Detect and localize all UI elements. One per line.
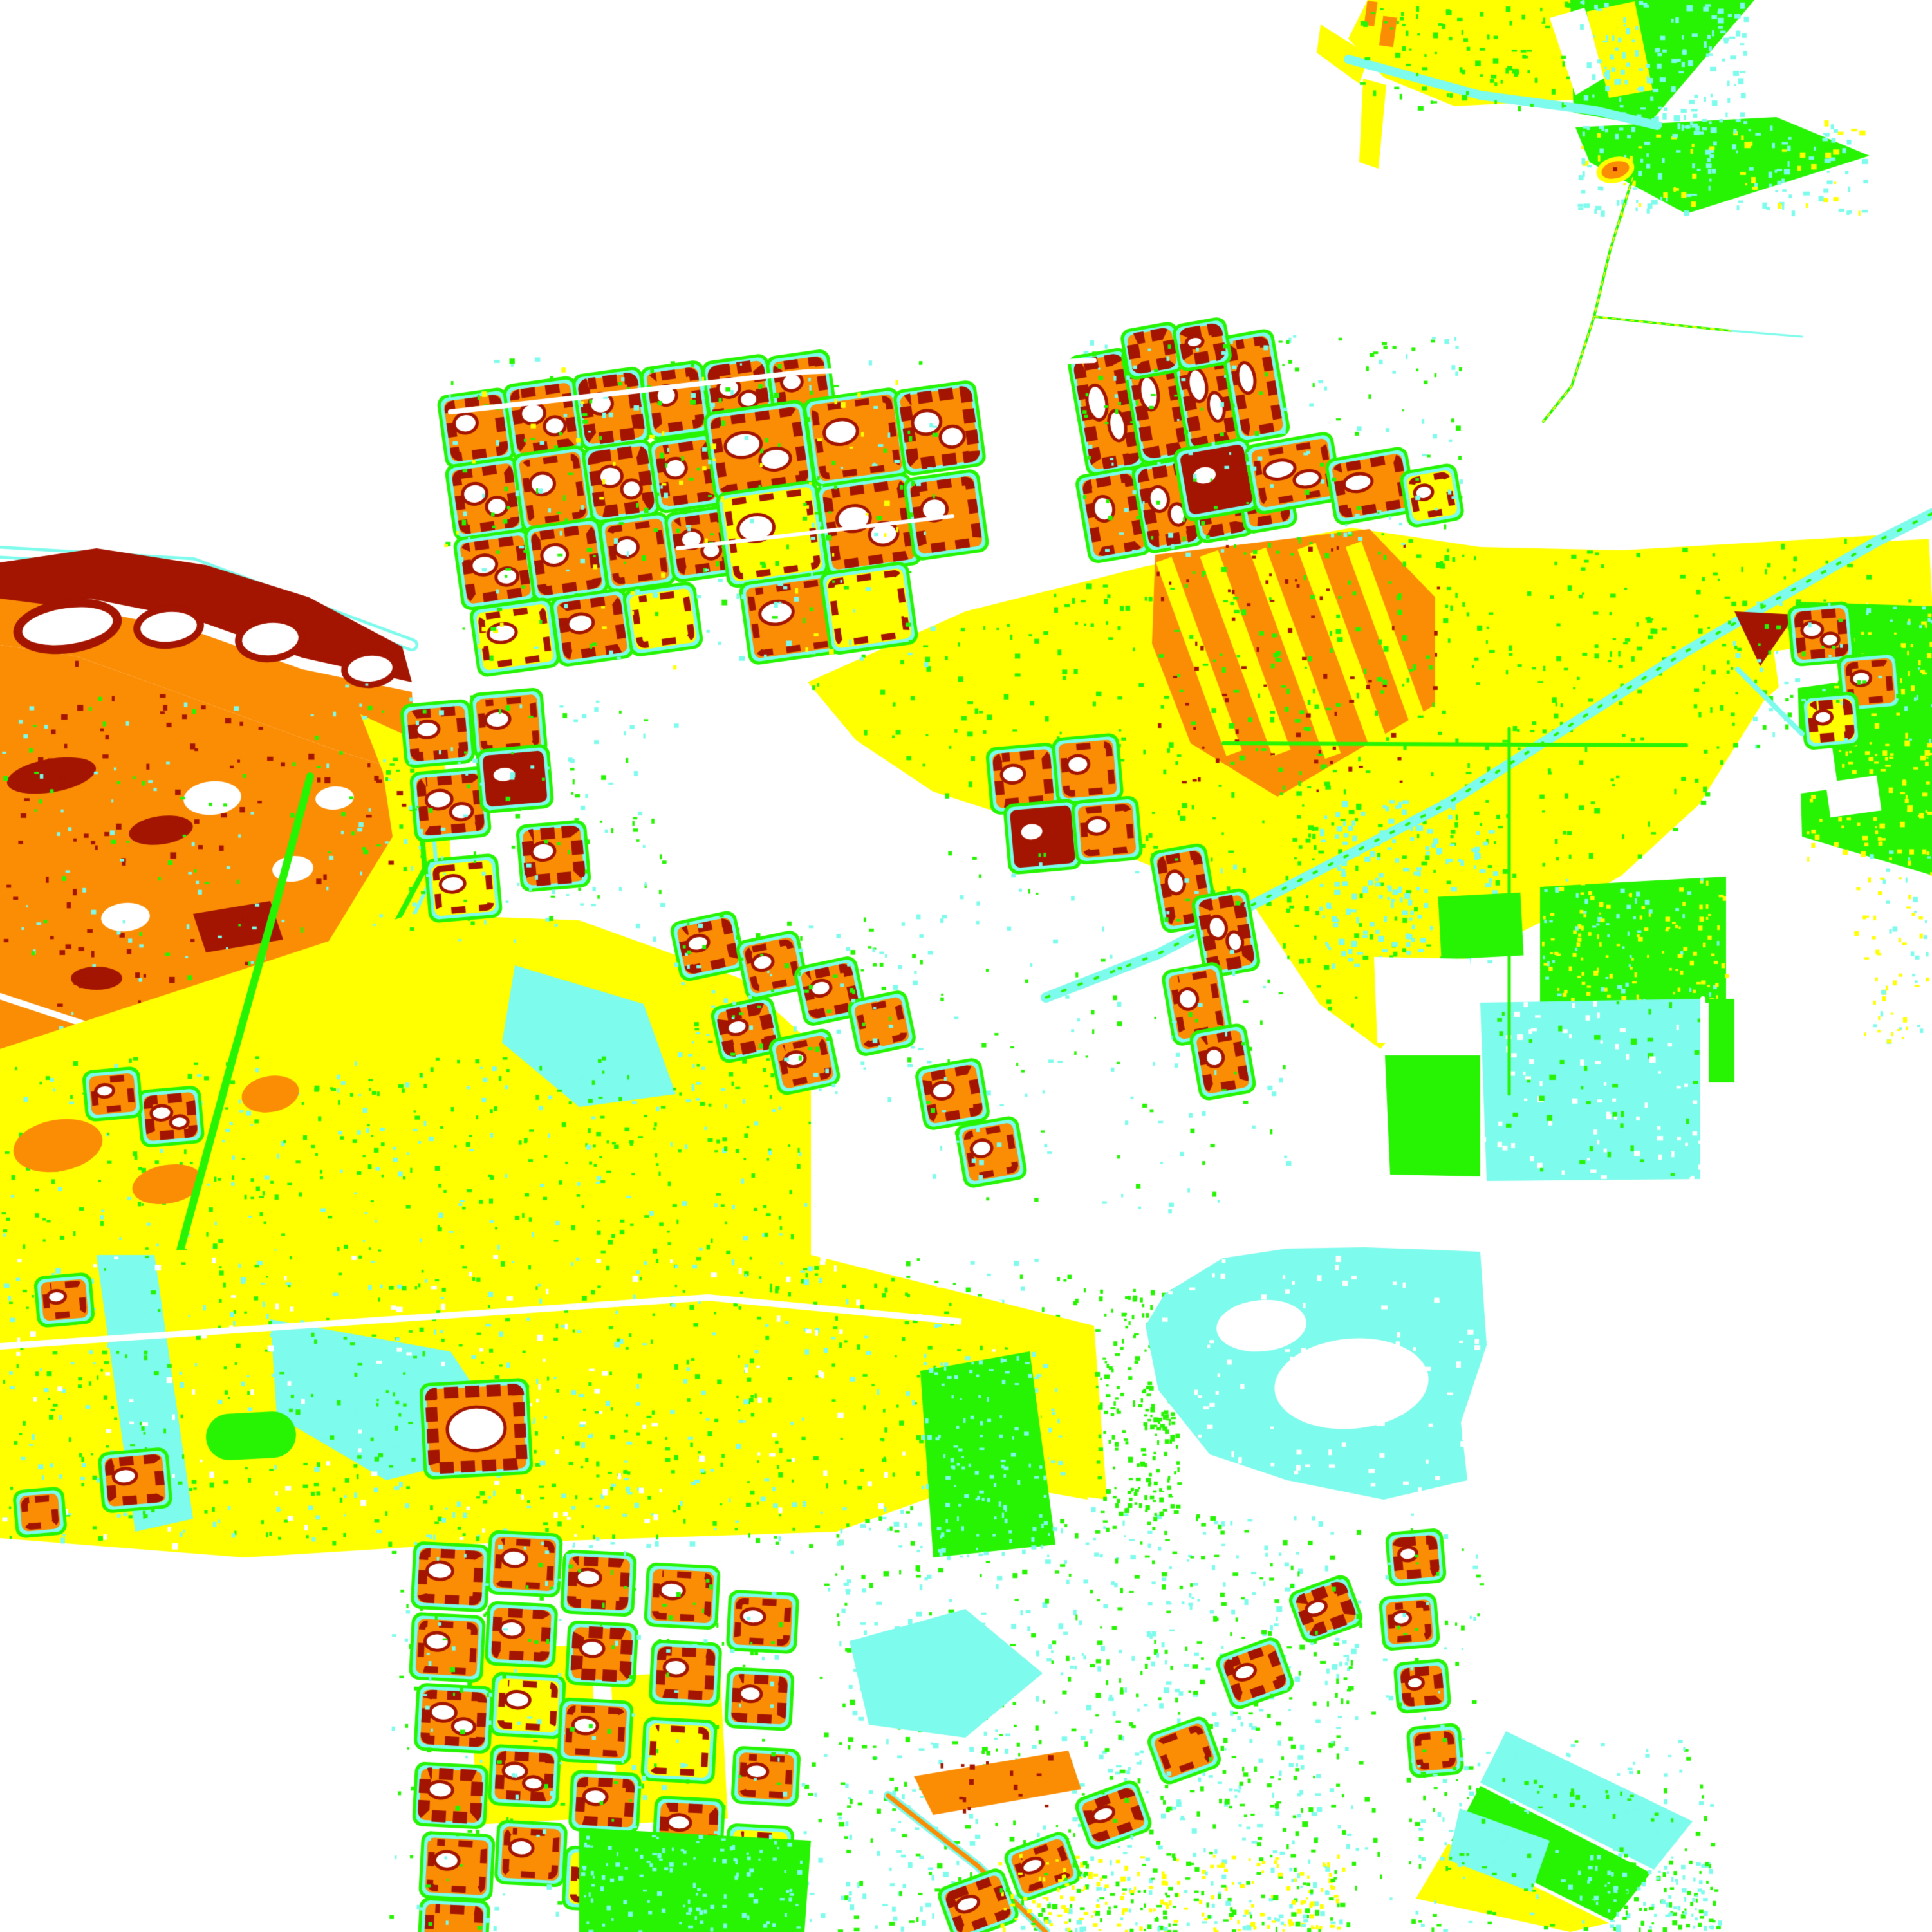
landcover-map (0, 0, 1932, 1932)
landcover-map-canvas (0, 0, 1932, 1932)
